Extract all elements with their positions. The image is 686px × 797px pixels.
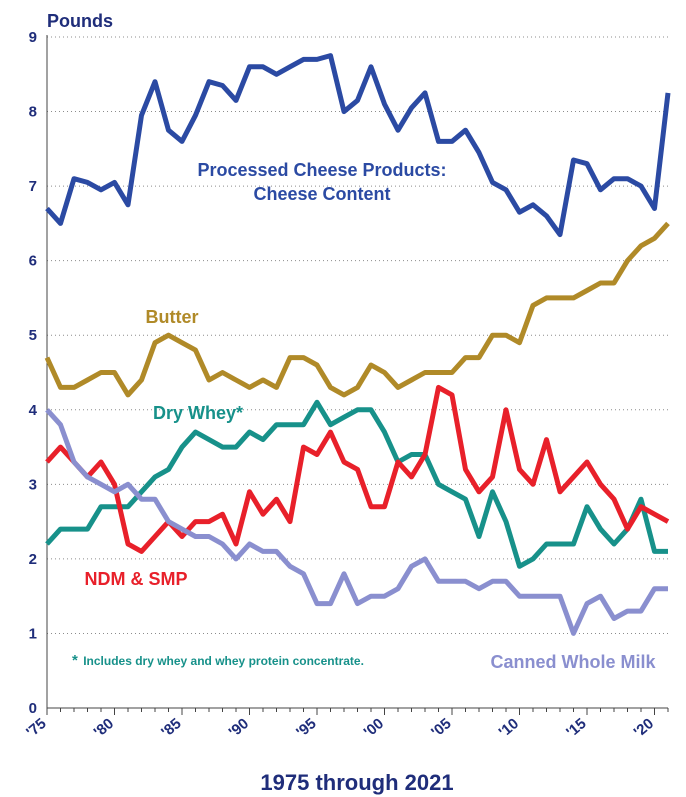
x-tick-label: '00 xyxy=(361,715,387,741)
y-axis-label: Pounds xyxy=(47,11,113,31)
series-line xyxy=(45,53,671,238)
x-tick-labels: '75 '80 '85 '90 '95 '00 '05 '10 '15 '20 xyxy=(23,715,657,741)
x-tick-label: '75 xyxy=(23,715,49,741)
y-tick-label: 7 xyxy=(29,178,37,195)
axes xyxy=(46,35,669,715)
series-line xyxy=(45,408,668,636)
y-tick-label: 8 xyxy=(29,104,37,121)
series-label: Processed Cheese Products: xyxy=(197,160,446,180)
footnote-asterisk: * xyxy=(72,652,78,669)
y-tick-label: 1 xyxy=(29,625,37,642)
footnote-text: Includes dry whey and whey protein conce… xyxy=(83,654,364,668)
series-label: Cheese Content xyxy=(253,184,390,204)
x-axis-title: 1975 through 2021 xyxy=(260,770,453,795)
series-line xyxy=(44,221,670,398)
series-line xyxy=(45,399,668,569)
footnote: * Includes dry whey and whey protein con… xyxy=(72,652,364,669)
x-tick-label: '85 xyxy=(158,715,184,741)
series-labels: Processed Cheese Products: Cheese Content… xyxy=(85,160,657,672)
y-tick-label: 9 xyxy=(29,29,37,46)
x-tick-label: '05 xyxy=(428,715,454,741)
series-label: Dry Whey* xyxy=(153,403,243,423)
y-tick-label: 4 xyxy=(29,402,38,419)
x-tick-label: '80 xyxy=(91,715,117,741)
y-tick-label: 0 xyxy=(29,700,37,717)
series-label: Canned Whole Milk xyxy=(490,652,656,672)
series-label: Butter xyxy=(146,307,199,327)
series-label: NDM & SMP xyxy=(85,569,188,589)
x-tick-label: '10 xyxy=(496,715,522,741)
y-tick-label: 2 xyxy=(29,551,37,568)
y-tick-label: 5 xyxy=(29,327,37,344)
x-tick-label: '15 xyxy=(563,715,589,741)
x-tick-label: '90 xyxy=(226,715,252,741)
series-lines xyxy=(44,53,671,636)
x-tick-label: '20 xyxy=(631,715,657,741)
y-tick-labels: 0 1 2 3 4 5 6 7 8 9 xyxy=(29,29,38,717)
x-tick-label: '95 xyxy=(293,715,319,741)
y-tick-label: 3 xyxy=(29,476,37,493)
series-line xyxy=(45,384,670,554)
y-tick-label: 6 xyxy=(29,253,37,270)
